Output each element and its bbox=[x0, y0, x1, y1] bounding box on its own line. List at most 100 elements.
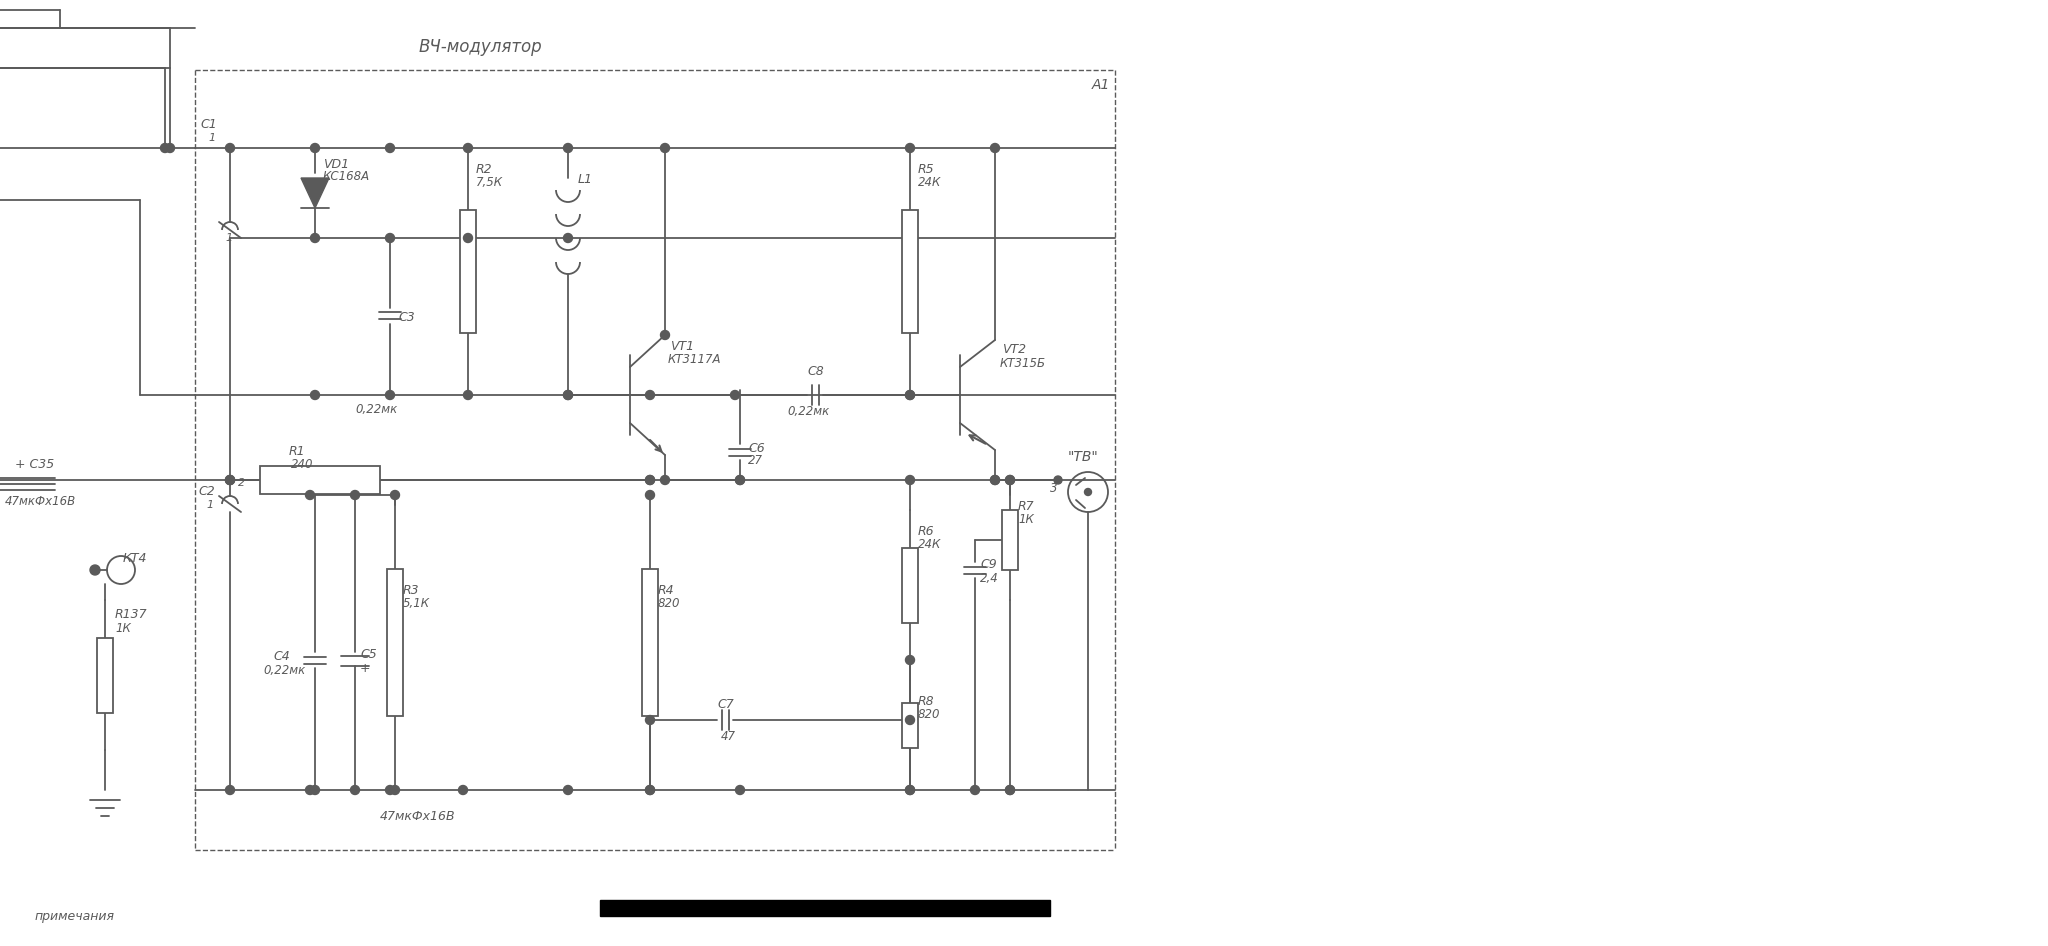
Text: 1: 1 bbox=[207, 500, 213, 510]
Circle shape bbox=[350, 785, 360, 795]
Text: 0,22мк: 0,22мк bbox=[262, 664, 305, 677]
Text: C1: C1 bbox=[201, 118, 217, 131]
Text: КТ315Б: КТ315Б bbox=[999, 357, 1047, 370]
Text: КТ3117А: КТ3117А bbox=[668, 353, 721, 366]
Circle shape bbox=[225, 144, 236, 152]
Circle shape bbox=[305, 490, 315, 499]
Circle shape bbox=[1006, 785, 1014, 795]
Circle shape bbox=[905, 785, 915, 795]
Bar bbox=[901, 548, 918, 622]
Circle shape bbox=[662, 476, 670, 484]
Text: 7,5К: 7,5К bbox=[475, 176, 504, 189]
Text: R2: R2 bbox=[475, 163, 494, 176]
Circle shape bbox=[645, 476, 655, 484]
Text: "ТВ": "ТВ" bbox=[1067, 450, 1098, 464]
Text: R8: R8 bbox=[918, 695, 934, 708]
Circle shape bbox=[991, 476, 999, 484]
Circle shape bbox=[385, 785, 395, 795]
Text: 47: 47 bbox=[721, 730, 735, 743]
Text: 47мкФх16В: 47мкФх16В bbox=[4, 495, 76, 508]
Text: 27: 27 bbox=[748, 454, 764, 467]
Text: 1К: 1К bbox=[115, 622, 131, 635]
Bar bbox=[641, 569, 657, 716]
Text: VT1: VT1 bbox=[670, 340, 694, 353]
Circle shape bbox=[645, 490, 655, 499]
Text: R5: R5 bbox=[918, 163, 934, 176]
Text: 820: 820 bbox=[918, 708, 940, 721]
Circle shape bbox=[391, 490, 399, 499]
Circle shape bbox=[166, 144, 174, 152]
Text: C2: C2 bbox=[199, 485, 215, 498]
Circle shape bbox=[645, 785, 655, 795]
Circle shape bbox=[90, 565, 100, 575]
Circle shape bbox=[1085, 488, 1092, 496]
Bar bbox=[600, 900, 1051, 916]
Circle shape bbox=[645, 391, 655, 399]
Circle shape bbox=[463, 391, 473, 399]
Circle shape bbox=[311, 234, 319, 242]
Circle shape bbox=[991, 476, 999, 484]
Circle shape bbox=[1006, 476, 1014, 484]
Circle shape bbox=[463, 234, 473, 242]
Text: R3: R3 bbox=[403, 584, 420, 597]
Circle shape bbox=[1055, 476, 1063, 484]
Text: 1К: 1К bbox=[1018, 513, 1034, 526]
Text: КС168А: КС168А bbox=[324, 170, 371, 183]
Circle shape bbox=[905, 656, 915, 664]
Text: + C35: + C35 bbox=[14, 458, 53, 471]
Bar bbox=[96, 638, 113, 712]
Bar bbox=[901, 703, 918, 747]
Text: КТ4: КТ4 bbox=[123, 552, 147, 565]
Text: А1: А1 bbox=[1092, 78, 1110, 92]
Text: VT2: VT2 bbox=[1001, 343, 1026, 356]
Text: C6: C6 bbox=[748, 442, 764, 455]
Circle shape bbox=[662, 144, 670, 152]
Text: C9: C9 bbox=[981, 558, 997, 571]
Text: примечания: примечания bbox=[35, 910, 115, 923]
Circle shape bbox=[160, 144, 170, 152]
Circle shape bbox=[905, 144, 915, 152]
Circle shape bbox=[662, 330, 670, 340]
Text: R137: R137 bbox=[115, 608, 147, 621]
Circle shape bbox=[225, 476, 236, 484]
Text: 24К: 24К bbox=[918, 538, 942, 551]
Text: 2,4: 2,4 bbox=[981, 572, 999, 585]
Bar bbox=[901, 210, 918, 333]
Bar bbox=[1001, 510, 1018, 570]
Circle shape bbox=[1006, 785, 1014, 795]
Text: 820: 820 bbox=[657, 597, 680, 609]
Circle shape bbox=[225, 785, 236, 795]
Circle shape bbox=[1006, 476, 1014, 484]
Circle shape bbox=[225, 476, 236, 484]
Text: 1: 1 bbox=[209, 133, 215, 143]
Circle shape bbox=[311, 144, 319, 152]
Circle shape bbox=[225, 476, 236, 484]
Circle shape bbox=[311, 391, 319, 399]
Circle shape bbox=[645, 476, 655, 484]
Circle shape bbox=[350, 490, 360, 499]
Text: C8: C8 bbox=[807, 365, 823, 378]
Circle shape bbox=[563, 391, 573, 399]
Circle shape bbox=[905, 785, 915, 795]
Text: C3: C3 bbox=[397, 311, 416, 324]
Polygon shape bbox=[301, 178, 330, 208]
Circle shape bbox=[385, 234, 395, 242]
Text: ВЧ-модулятор: ВЧ-модулятор bbox=[418, 38, 543, 56]
Text: R7: R7 bbox=[1018, 500, 1034, 513]
Text: C4: C4 bbox=[272, 650, 289, 663]
Circle shape bbox=[905, 715, 915, 725]
Circle shape bbox=[311, 785, 319, 795]
Circle shape bbox=[645, 715, 655, 725]
Circle shape bbox=[563, 234, 573, 242]
Text: 0,22мк: 0,22мк bbox=[354, 403, 397, 416]
Bar bbox=[260, 466, 381, 494]
Text: 0,22мк: 0,22мк bbox=[786, 405, 829, 418]
Circle shape bbox=[385, 144, 395, 152]
Text: 2: 2 bbox=[238, 478, 246, 488]
Circle shape bbox=[459, 785, 467, 795]
Text: R6: R6 bbox=[918, 525, 934, 538]
Circle shape bbox=[463, 144, 473, 152]
Text: 3: 3 bbox=[1051, 482, 1057, 495]
Circle shape bbox=[735, 476, 745, 484]
Circle shape bbox=[735, 785, 745, 795]
